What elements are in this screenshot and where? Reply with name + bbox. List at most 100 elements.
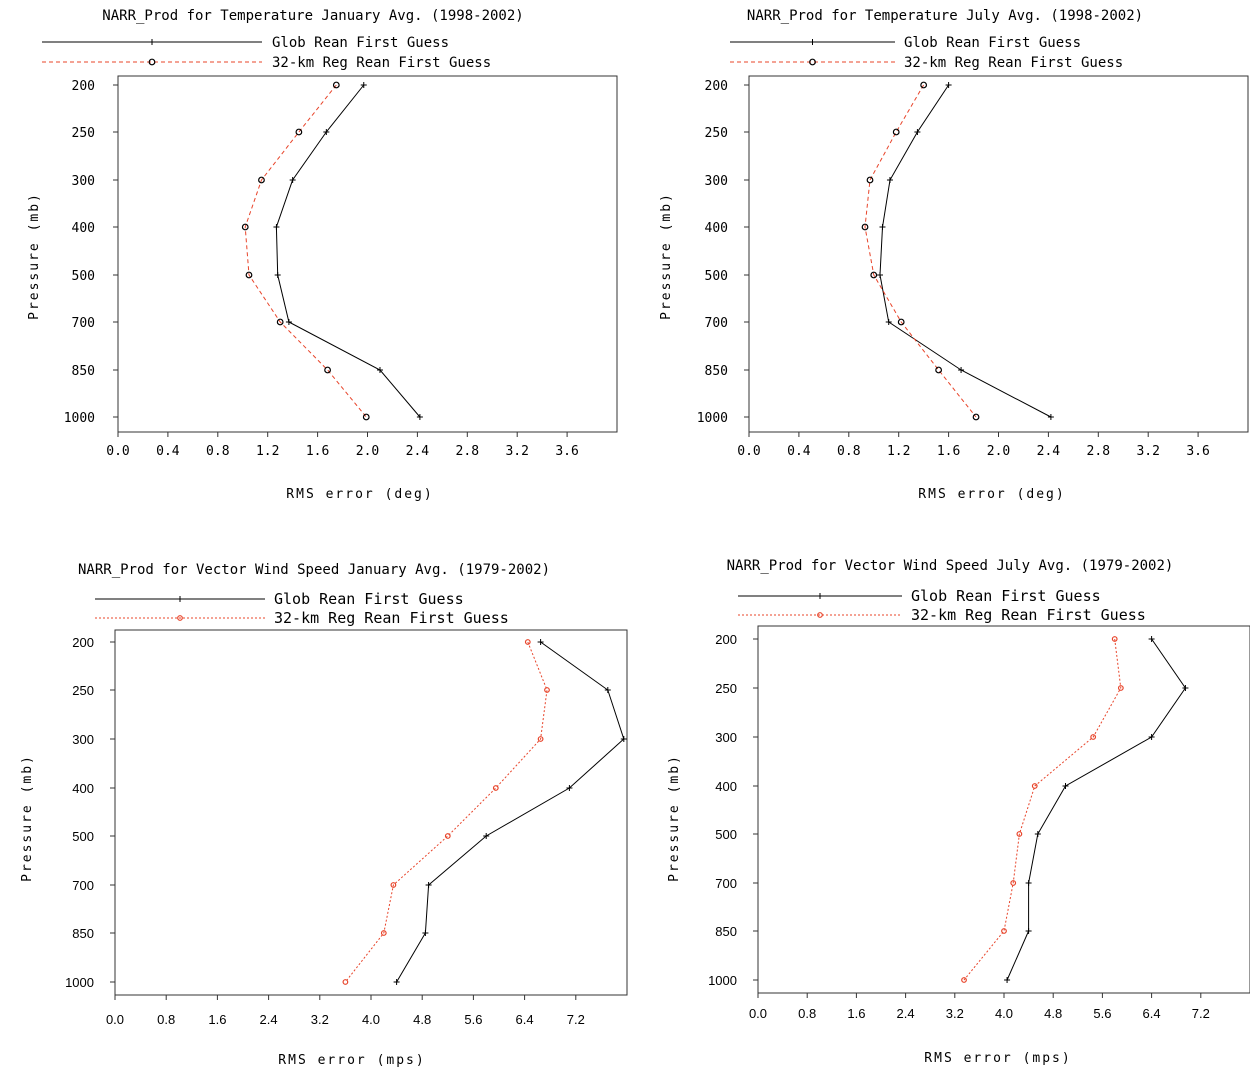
data-point-circle <box>1001 928 1007 934</box>
y-axis-label: Pressure (mb) <box>667 754 682 882</box>
y-tick-label: 1000 <box>65 975 94 990</box>
x-tick-label: 3.6 <box>555 444 578 459</box>
y-tick-label: 1000 <box>708 973 737 988</box>
y-tick-label: 250 <box>72 126 95 141</box>
y-tick-label: 700 <box>705 316 728 331</box>
series-line-1 <box>879 84 1052 418</box>
y-tick-label: 850 <box>715 924 737 939</box>
data-point-circle <box>492 785 499 791</box>
x-tick-label: 4.8 <box>1044 1006 1062 1021</box>
x-tick-label: 7.2 <box>1192 1006 1210 1021</box>
data-point-circle <box>1090 734 1097 740</box>
legend-label: 32-km Reg Rean First Guess <box>274 609 509 627</box>
legend-marker-circle <box>809 58 816 66</box>
data-point-circle <box>295 128 303 136</box>
data-point-circle <box>524 639 531 645</box>
data-point-circle <box>342 979 349 985</box>
x-tick-label: 0.0 <box>737 444 760 459</box>
data-point-circle <box>866 176 874 184</box>
data-point-circle <box>935 366 943 374</box>
x-tick-label: 2.0 <box>356 444 379 459</box>
x-tick-label: 0.0 <box>749 1006 767 1021</box>
x-tick-label: 2.4 <box>1037 444 1061 459</box>
x-tick-label: 1.2 <box>256 444 279 459</box>
series-line-1 <box>396 641 625 983</box>
x-tick-label: 4.0 <box>995 1006 1013 1021</box>
y-tick-label: 200 <box>72 79 95 94</box>
data-point-circle <box>1111 636 1118 642</box>
x-tick-label: 3.2 <box>946 1006 964 1021</box>
y-axis-label: Pressure (mb) <box>27 192 42 320</box>
y-tick-label: 300 <box>705 174 728 189</box>
chart-panel-4: NARR_Prod for Vector Wind Speed July Avg… <box>667 558 1250 1066</box>
y-tick-label: 500 <box>72 269 95 284</box>
x-axis-label: RMS error (mps) <box>924 1051 1071 1066</box>
data-point-circle <box>258 176 265 184</box>
y-tick-label: 400 <box>72 221 95 236</box>
x-tick-label: 1.6 <box>937 444 960 459</box>
data-point-circle <box>362 413 370 421</box>
series-line-2 <box>345 641 548 983</box>
chart-panel-2: NARR_Prod for Temperature July Avg. (199… <box>659 8 1249 502</box>
data-point-circle <box>1010 880 1017 886</box>
x-tick-label: 0.8 <box>837 444 860 459</box>
series-line-2 <box>864 84 977 418</box>
y-tick-label: 500 <box>715 827 737 842</box>
data-point-circle <box>1117 685 1124 691</box>
y-tick-label: 400 <box>715 779 737 794</box>
x-axis-label: RMS error (deg) <box>286 487 433 502</box>
x-tick-label: 3.6 <box>1186 444 1209 459</box>
chart-title: NARR_Prod for Vector Wind Speed July Avg… <box>727 558 1174 574</box>
data-point-circle <box>961 977 967 983</box>
data-point-circle <box>1031 783 1038 789</box>
y-axis-label: Pressure (mb) <box>20 754 35 882</box>
x-tick-label: 0.0 <box>106 1012 124 1027</box>
chart-title: NARR_Prod for Temperature July Avg. (199… <box>747 8 1143 24</box>
x-tick-label: 2.8 <box>456 444 479 459</box>
y-tick-label: 250 <box>72 683 94 698</box>
plot-frame <box>757 625 1250 994</box>
y-tick-label: 1000 <box>697 411 728 426</box>
x-tick-label: 1.6 <box>208 1012 226 1027</box>
x-tick-label: 2.0 <box>987 444 1010 459</box>
x-tick-label: 0.4 <box>156 444 180 459</box>
y-tick-label: 200 <box>715 632 737 647</box>
x-tick-label: 1.2 <box>887 444 910 459</box>
legend-label: 32-km Reg Rean First Guess <box>904 55 1123 71</box>
y-axis-label: Pressure (mb) <box>659 192 674 320</box>
x-tick-label: 1.6 <box>306 444 329 459</box>
legend-label: Glob Rean First Guess <box>272 35 449 51</box>
y-tick-label: 850 <box>72 364 95 379</box>
data-point-circle <box>332 81 340 89</box>
x-tick-label: 2.8 <box>1087 444 1110 459</box>
x-tick-label: 2.4 <box>897 1006 915 1021</box>
data-point-circle <box>444 833 451 839</box>
x-tick-label: 6.4 <box>516 1012 534 1027</box>
data-point-circle <box>972 413 980 421</box>
x-tick-label: 3.2 <box>505 444 528 459</box>
data-point-circle <box>380 930 387 936</box>
y-tick-label: 850 <box>72 926 94 941</box>
plot-frame <box>117 75 618 433</box>
x-tick-label: 0.0 <box>106 444 129 459</box>
legend-label: Glob Rean First Guess <box>911 587 1101 605</box>
series-line-2 <box>963 638 1122 981</box>
series-line-2 <box>244 84 367 418</box>
data-point-circle <box>537 736 544 742</box>
data-point-circle <box>1016 831 1023 837</box>
series-line-1 <box>275 84 421 418</box>
y-tick-label: 300 <box>715 730 737 745</box>
y-tick-label: 700 <box>72 316 95 331</box>
x-tick-label: 1.6 <box>847 1006 865 1021</box>
data-point-circle <box>897 318 905 326</box>
x-axis-label: RMS error (mps) <box>278 1053 425 1068</box>
y-tick-label: 200 <box>705 79 728 94</box>
y-tick-label: 300 <box>72 174 95 189</box>
y-tick-label: 500 <box>72 829 94 844</box>
data-point-circle <box>241 223 249 231</box>
legend-label: Glob Rean First Guess <box>904 35 1081 51</box>
x-tick-label: 5.6 <box>1093 1006 1111 1021</box>
legend-marker-circle <box>148 58 156 66</box>
x-tick-label: 0.4 <box>787 444 811 459</box>
y-tick-label: 250 <box>705 126 728 141</box>
